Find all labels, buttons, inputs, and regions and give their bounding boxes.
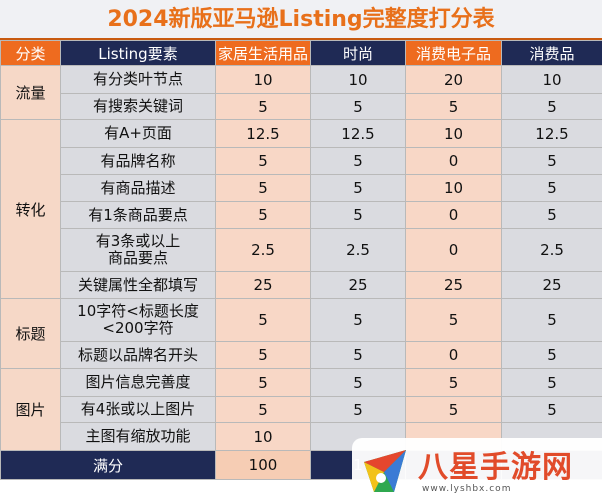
score-cell: 10 — [405, 174, 502, 202]
score-cell: 0 — [405, 147, 502, 175]
header-row: 分类 Listing要素 家居生活用品 时尚 消费电子品 消费品 — [0, 40, 602, 66]
score-cell: 25 — [501, 271, 602, 299]
table-row: 关键属性全都填写 25 25 25 25 — [1, 271, 602, 299]
category-cell: 转化 — [0, 119, 61, 299]
watermark-url: www.lyshbx.com — [422, 484, 512, 494]
score-cell: 5 — [501, 368, 602, 397]
element-label: 有品牌名称 — [60, 147, 216, 175]
category-cell: 流量 — [0, 65, 61, 120]
header-col-fashion: 时尚 — [310, 40, 406, 66]
score-cell: 20 — [405, 65, 502, 94]
header-element: Listing要素 — [60, 40, 216, 66]
element-label: 关键属性全都填写 — [60, 271, 216, 299]
score-cell: 5 — [501, 147, 602, 175]
element-label: 有商品描述 — [60, 174, 216, 202]
score-cell: 5 — [405, 298, 502, 342]
element-label: 10字符<标题长度 <200字符 — [60, 298, 216, 342]
score-cell: 25 — [405, 271, 502, 299]
score-cell: 5 — [501, 201, 602, 229]
element-label: 主图有缩放功能 — [60, 422, 216, 451]
score-cell: 2.5 — [215, 228, 311, 272]
total-label: 满分 — [0, 450, 216, 480]
table-row: 图片 图片信息完善度 5 5 5 5 — [0, 368, 602, 451]
score-cell: 5 — [501, 298, 602, 342]
table-row: 有品牌名称 5 5 0 5 — [1, 147, 602, 175]
score-cell: 0 — [405, 228, 502, 272]
score-table: 分类 Listing要素 家居生活用品 时尚 消费电子品 消费品 流量 有分类叶节… — [0, 40, 602, 480]
element-label: 有搜索关键词 — [60, 93, 216, 120]
table-row: 有3条或以上 商品要点 2.5 2.5 0 2.5 — [1, 228, 602, 272]
score-cell: 5 — [501, 396, 602, 423]
score-cell: 12.5 — [310, 119, 406, 148]
table-row: 标题 10字符<标题长度 <200字符 5 5 5 5 — [0, 298, 602, 369]
header-col-home: 家居生活用品 — [215, 40, 311, 66]
page-title: 2024新版亚马逊Listing完整度打分表 — [0, 0, 602, 40]
score-cell: 10 — [310, 65, 406, 94]
score-cell: 5 — [310, 174, 406, 202]
score-cell: 5 — [310, 147, 406, 175]
score-cell: 12.5 — [215, 119, 311, 148]
watermark: 八星手游网 www.lyshbx.com — [352, 438, 602, 500]
score-cell: 5 — [405, 93, 502, 120]
element-label: 有3条或以上 商品要点 — [60, 228, 216, 272]
score-cell: 5 — [405, 396, 502, 423]
total-value-home: 100 — [215, 450, 311, 480]
score-cell: 5 — [501, 341, 602, 369]
element-label: 有A+页面 — [60, 119, 216, 148]
category-cell: 图片 — [0, 368, 61, 451]
score-cell: 10 — [405, 119, 502, 148]
score-cell: 5 — [310, 298, 406, 342]
category-cell: 标题 — [0, 298, 61, 369]
score-cell: 25 — [215, 271, 311, 299]
score-cell: 12.5 — [501, 119, 602, 148]
score-cell: 5 — [215, 93, 311, 120]
element-label: 有4张或以上图片 — [60, 396, 216, 423]
score-cell: 5 — [310, 368, 406, 397]
score-cell: 5 — [215, 368, 311, 397]
table-row: 有4张或以上图片 5 5 5 5 — [1, 396, 602, 423]
table-row: 标题以品牌名开头 5 5 0 5 — [1, 341, 602, 369]
score-cell: 25 — [310, 271, 406, 299]
score-cell: 5 — [310, 93, 406, 120]
score-cell: 0 — [405, 341, 502, 369]
score-cell: 10 — [501, 65, 602, 94]
score-cell: 5 — [310, 396, 406, 423]
score-cell: 5 — [215, 341, 311, 369]
score-cell: 5 — [310, 201, 406, 229]
score-cell: 2.5 — [501, 228, 602, 272]
table-row: 有1条商品要点 5 5 0 5 — [1, 201, 602, 229]
table-row: 有商品描述 5 5 10 5 — [1, 174, 602, 202]
element-label: 标题以品牌名开头 — [60, 341, 216, 369]
score-cell: 5 — [310, 341, 406, 369]
score-cell: 5 — [501, 174, 602, 202]
score-cell: 10 — [215, 65, 311, 94]
score-cell: 5 — [501, 93, 602, 120]
table-row: 转化 有A+页面 12.5 12.5 10 12.5 — [0, 119, 602, 299]
element-label: 有分类叶节点 — [60, 65, 216, 94]
score-cell: 5 — [215, 174, 311, 202]
watermark-text: 八星手游网 — [418, 450, 573, 485]
score-cell: 5 — [405, 368, 502, 397]
score-cell: 5 — [215, 147, 311, 175]
header-category: 分类 — [0, 40, 61, 66]
element-label: 图片信息完善度 — [60, 368, 216, 397]
header-col-electronics: 消费电子品 — [405, 40, 502, 66]
table-row: 流量 有分类叶节点 10 10 20 10 — [0, 65, 602, 120]
element-label: 有1条商品要点 — [60, 201, 216, 229]
score-cell: 5 — [215, 396, 311, 423]
score-cell: 10 — [215, 422, 311, 451]
score-cell: 5 — [215, 201, 311, 229]
header-col-consumer: 消费品 — [501, 40, 602, 66]
score-cell: 0 — [405, 201, 502, 229]
table-row: 有搜索关键词 5 5 5 5 — [1, 93, 602, 120]
score-cell: 5 — [215, 298, 311, 342]
score-cell: 2.5 — [310, 228, 406, 272]
watermark-logo-icon — [364, 450, 406, 492]
